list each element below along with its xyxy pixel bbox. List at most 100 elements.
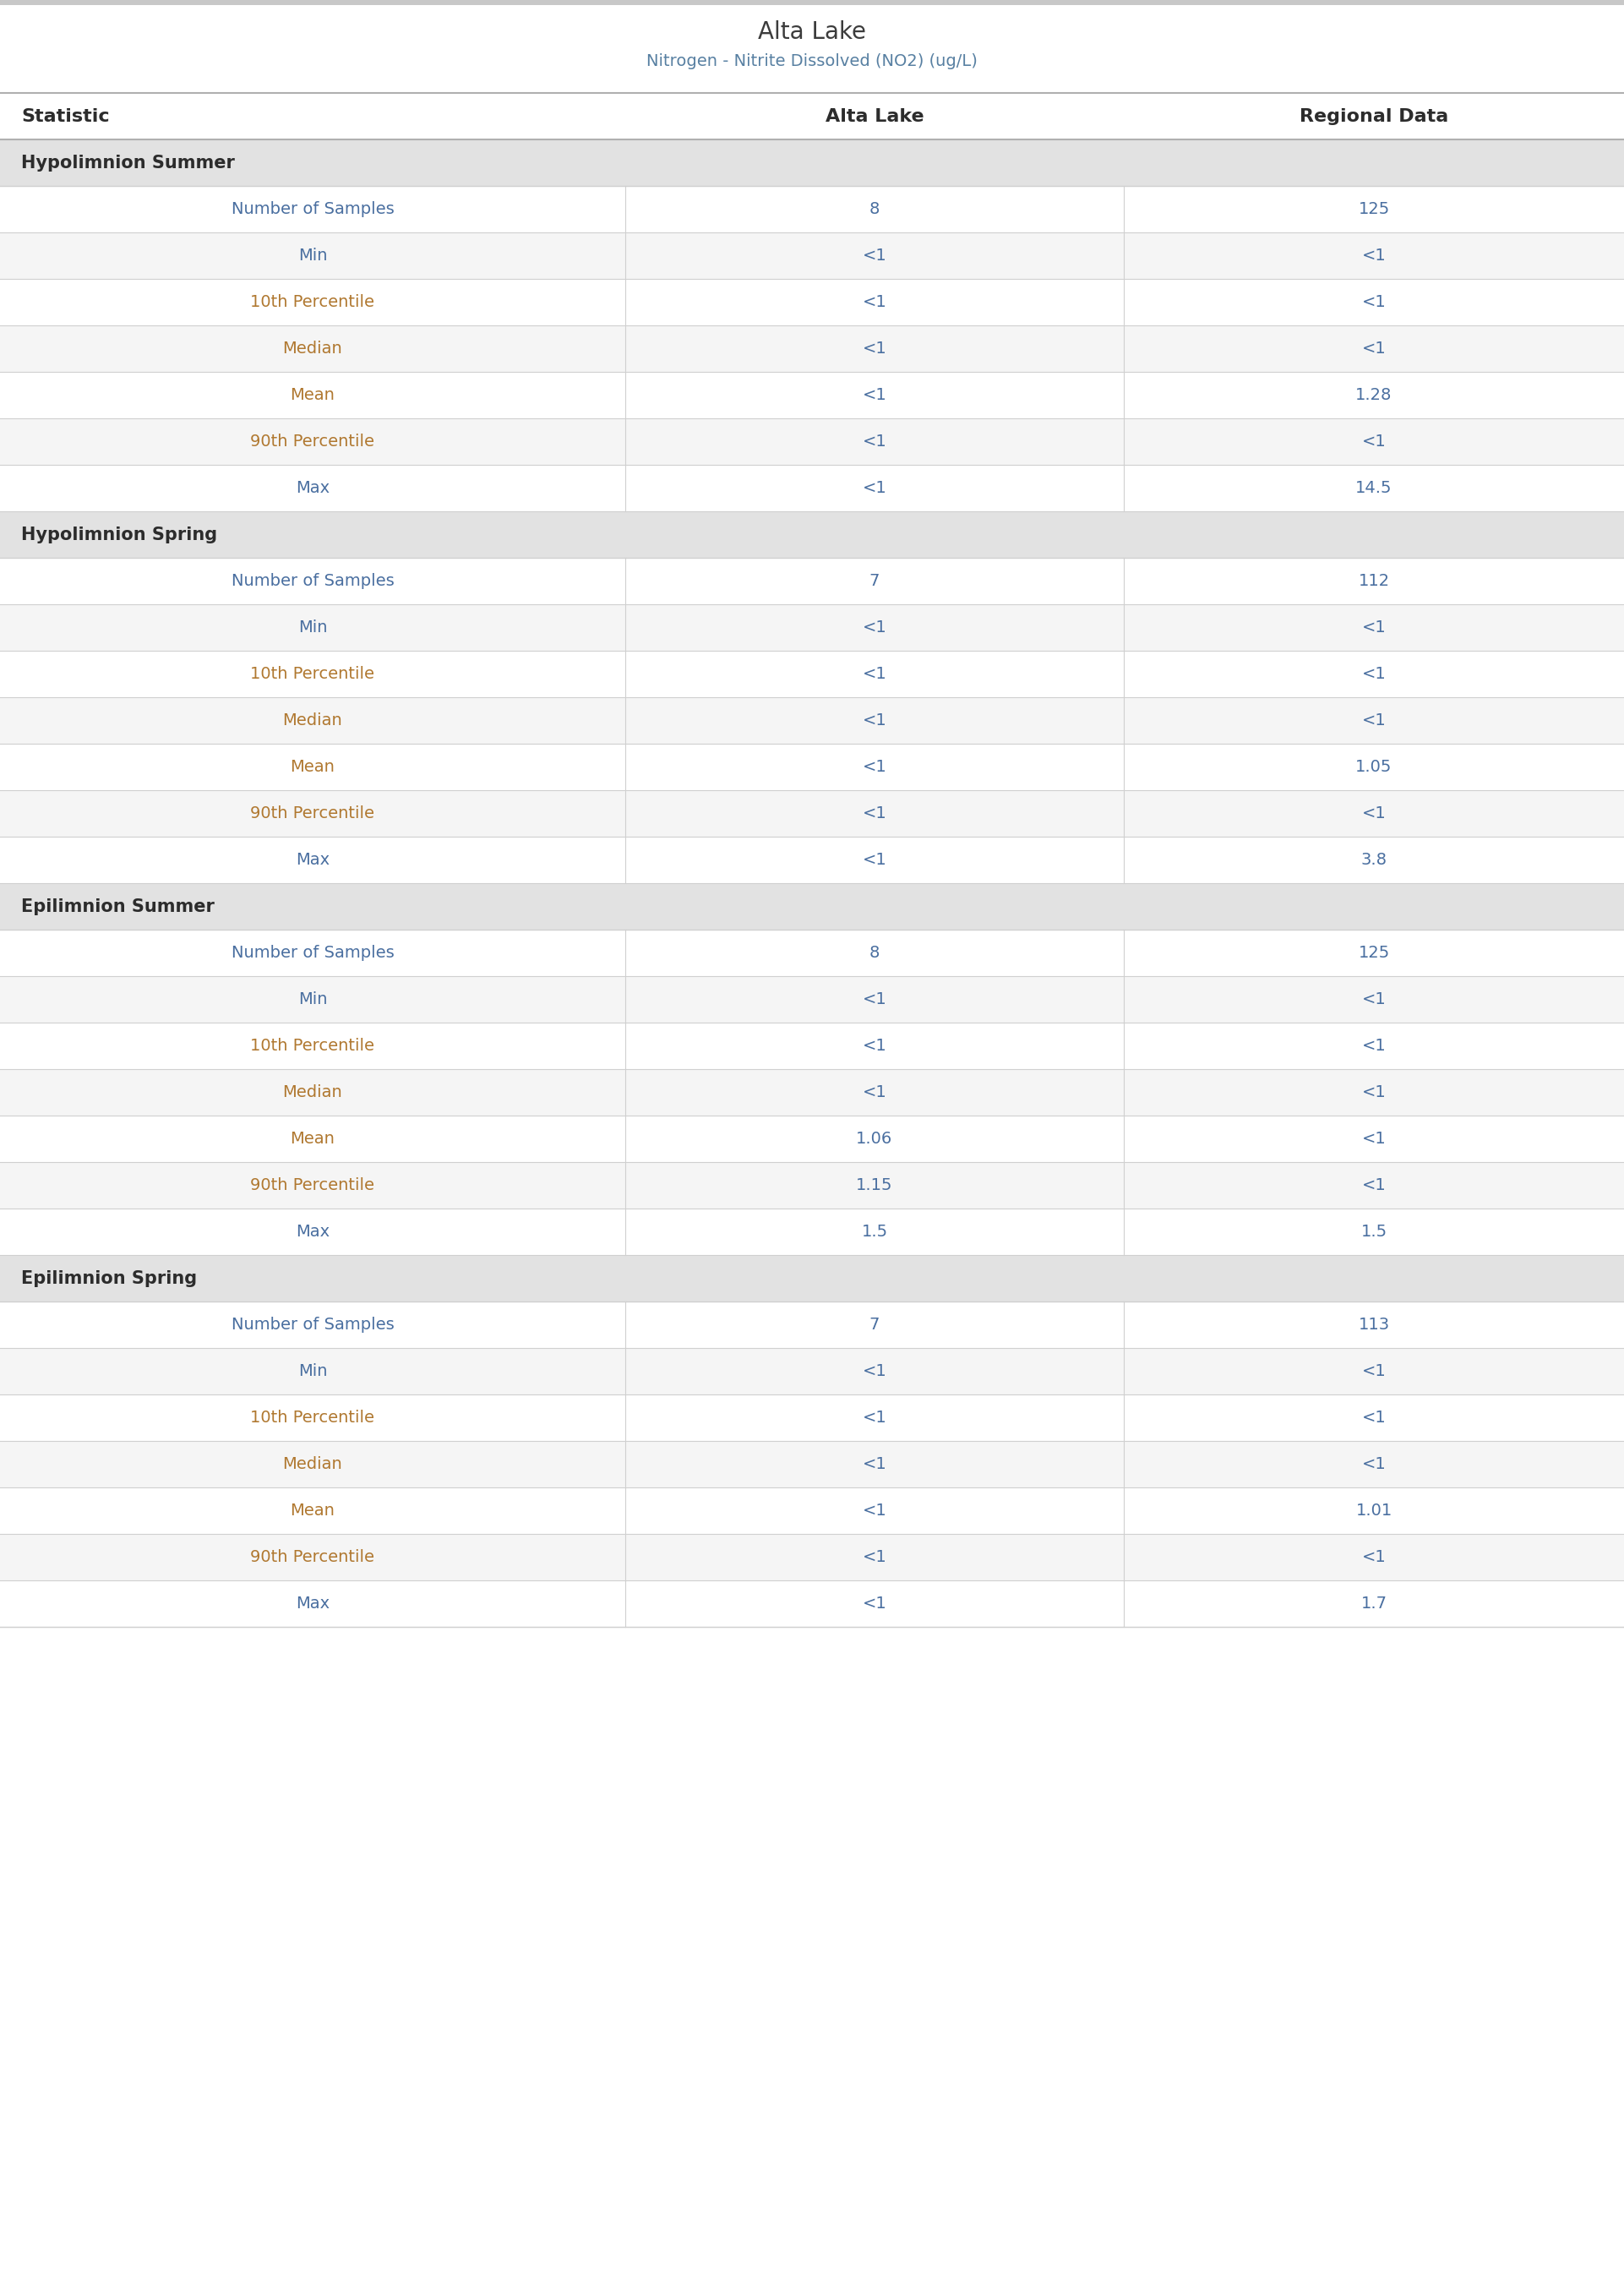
Text: 10th Percentile: 10th Percentile (250, 1037, 375, 1053)
Text: Mean: Mean (291, 758, 335, 774)
Bar (0, 838, 1624, 883)
Text: <1: <1 (862, 479, 887, 497)
Text: 1.06: 1.06 (856, 1130, 893, 1146)
Text: Mean: Mean (291, 388, 335, 404)
Text: 7: 7 (869, 1317, 880, 1332)
Bar (0, 558, 1624, 604)
Bar (0, 790, 1624, 838)
Text: 10th Percentile: 10th Percentile (250, 295, 375, 311)
Bar (0, 1208, 1624, 1255)
Text: 90th Percentile: 90th Percentile (250, 434, 375, 449)
Text: <1: <1 (862, 388, 887, 404)
Text: <1: <1 (862, 713, 887, 729)
Text: 125: 125 (1358, 944, 1390, 960)
Text: <1: <1 (862, 851, 887, 867)
Bar (0, 418, 1624, 465)
Text: <1: <1 (862, 295, 887, 311)
Bar (0, 1487, 1624, 1535)
Text: <1: <1 (862, 247, 887, 263)
Text: Min: Min (299, 992, 326, 1008)
Text: 90th Percentile: 90th Percentile (250, 806, 375, 822)
Text: Alta Lake: Alta Lake (758, 20, 866, 43)
Bar (0, 1255, 1624, 1301)
Bar (0, 1441, 1624, 1487)
Text: <1: <1 (1363, 1037, 1385, 1053)
Text: 10th Percentile: 10th Percentile (250, 665, 375, 681)
Bar (0, 511, 1624, 558)
Text: <1: <1 (1363, 1455, 1385, 1473)
Text: 14.5: 14.5 (1356, 479, 1392, 497)
Text: <1: <1 (1363, 1178, 1385, 1194)
Text: Epilimnion Spring: Epilimnion Spring (21, 1269, 197, 1287)
Text: Min: Min (299, 1364, 326, 1380)
Bar (0, 883, 1624, 931)
Text: 7: 7 (869, 572, 880, 588)
Bar (0, 372, 1624, 418)
Text: Nitrogen - Nitrite Dissolved (NO2) (ug/L): Nitrogen - Nitrite Dissolved (NO2) (ug/L… (646, 52, 978, 68)
Text: <1: <1 (1363, 434, 1385, 449)
Text: <1: <1 (1363, 1548, 1385, 1566)
Bar (0, 1580, 1624, 1628)
Text: 90th Percentile: 90th Percentile (250, 1178, 375, 1194)
Bar (0, 138, 1624, 186)
Text: Hypolimnion Spring: Hypolimnion Spring (21, 527, 218, 543)
Text: Min: Min (299, 247, 326, 263)
Text: <1: <1 (862, 806, 887, 822)
Bar (0, 697, 1624, 745)
Text: <1: <1 (862, 758, 887, 774)
Text: <1: <1 (862, 1455, 887, 1473)
Text: Max: Max (296, 851, 330, 867)
Text: Max: Max (296, 479, 330, 497)
Text: Max: Max (296, 1596, 330, 1612)
Bar (0, 325, 1624, 372)
Text: 1.5: 1.5 (1361, 1224, 1387, 1239)
Text: 125: 125 (1358, 202, 1390, 218)
Text: Number of Samples: Number of Samples (231, 1317, 395, 1332)
Text: <1: <1 (1363, 665, 1385, 681)
Text: <1: <1 (1363, 620, 1385, 636)
Text: <1: <1 (862, 620, 887, 636)
Text: 90th Percentile: 90th Percentile (250, 1548, 375, 1566)
Text: <1: <1 (1363, 295, 1385, 311)
Text: 3.8: 3.8 (1361, 851, 1387, 867)
Text: Hypolimnion Summer: Hypolimnion Summer (21, 154, 235, 170)
Text: 1.28: 1.28 (1356, 388, 1392, 404)
Text: <1: <1 (1363, 806, 1385, 822)
Text: Alta Lake: Alta Lake (825, 107, 924, 125)
Text: <1: <1 (862, 992, 887, 1008)
Text: <1: <1 (862, 1410, 887, 1426)
Text: <1: <1 (1363, 247, 1385, 263)
Bar (0, 1535, 1624, 1580)
Text: <1: <1 (862, 1503, 887, 1519)
Text: 8: 8 (869, 944, 880, 960)
Text: <1: <1 (1363, 1410, 1385, 1426)
Text: 112: 112 (1358, 572, 1390, 588)
Text: Mean: Mean (291, 1503, 335, 1519)
Text: <1: <1 (862, 1037, 887, 1053)
Text: <1: <1 (1363, 992, 1385, 1008)
Text: Epilimnion Summer: Epilimnion Summer (21, 899, 214, 915)
Bar (0, 186, 1624, 232)
Bar (0, 0, 1624, 5)
Bar (0, 1348, 1624, 1394)
Bar (0, 1162, 1624, 1208)
Text: Median: Median (283, 1455, 343, 1473)
Bar (0, 604, 1624, 651)
Bar (0, 651, 1624, 697)
Text: Min: Min (299, 620, 326, 636)
Text: 1.5: 1.5 (861, 1224, 888, 1239)
Text: <1: <1 (1363, 1130, 1385, 1146)
Text: Median: Median (283, 340, 343, 356)
Bar (0, 931, 1624, 976)
Bar (0, 1301, 1624, 1348)
Text: 1.01: 1.01 (1356, 1503, 1392, 1519)
Text: 113: 113 (1358, 1317, 1390, 1332)
Text: Number of Samples: Number of Samples (231, 202, 395, 218)
Text: Regional Data: Regional Data (1299, 107, 1449, 125)
Text: Median: Median (283, 713, 343, 729)
Bar (0, 1069, 1624, 1115)
Text: Median: Median (283, 1085, 343, 1101)
Bar (0, 465, 1624, 511)
Bar (0, 279, 1624, 325)
Text: 1.7: 1.7 (1361, 1596, 1387, 1612)
